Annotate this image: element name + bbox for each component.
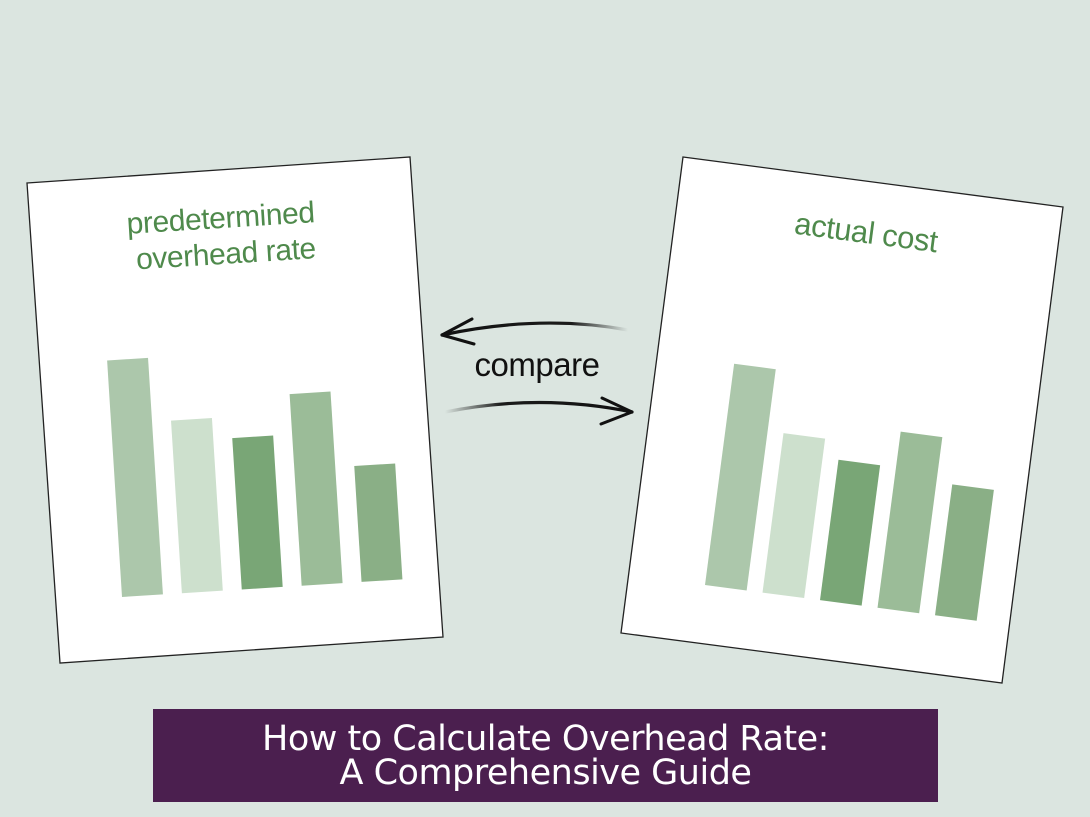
right-card-bar-3 [820, 459, 881, 606]
left-card-bar-3 [232, 435, 283, 590]
left-card-bar-2 [171, 417, 223, 594]
right-card: actual cost [620, 156, 1064, 684]
left-card: predetermined overhead rate [26, 156, 444, 664]
arrow-left-icon [440, 317, 630, 346]
banner-title-line1: How to Calculate Overhead Rate: [262, 718, 829, 759]
left-card-bar-4 [289, 391, 343, 586]
right-card-bar-2 [762, 433, 826, 599]
right-card-bar-5 [935, 484, 994, 621]
right-card-bars [705, 363, 994, 621]
banner-title-line2: A Comprehensive Guide [339, 752, 752, 793]
left-card-bar-5 [354, 463, 403, 582]
compare-label: compare [475, 346, 600, 383]
right-card-bar-4 [877, 431, 943, 614]
left-card-bars [107, 357, 403, 597]
right-card-bar-1 [705, 363, 776, 591]
title-banner-bg [153, 709, 938, 802]
arrow-right-icon [443, 396, 634, 426]
left-card-bar-1 [107, 357, 163, 597]
compare-connector: compare [440, 317, 634, 426]
title-banner: How to Calculate Overhead Rate: A Compre… [153, 709, 938, 802]
